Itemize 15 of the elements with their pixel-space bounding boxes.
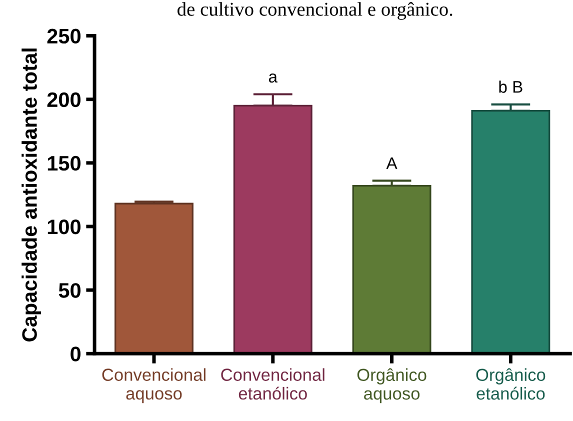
y-tick-label: 0 [70, 346, 80, 362]
annotation: A [386, 157, 398, 169]
y-tick-label: 250 [47, 28, 80, 44]
text: de cultivo convencional e orgânico. [178, 2, 452, 20]
x-tick-label: Convencional etanólico [221, 368, 324, 400]
y-tick-label: 150 [48, 156, 80, 171]
annotation: a [268, 74, 278, 83]
y-tick-label: 100 [48, 220, 80, 234]
x-tick-label: Orgânico etanólico [476, 368, 546, 400]
y-tick-label: 200 [47, 92, 80, 108]
x-tick-label: Orgânico aquoso [357, 368, 426, 404]
y-axis-title: Capacidade antioxidante total [22, 48, 42, 342]
x-tick-label: Convencional aquoso [102, 368, 206, 404]
annotation: b B [499, 80, 522, 93]
y-tick-label: 50 [58, 283, 80, 298]
